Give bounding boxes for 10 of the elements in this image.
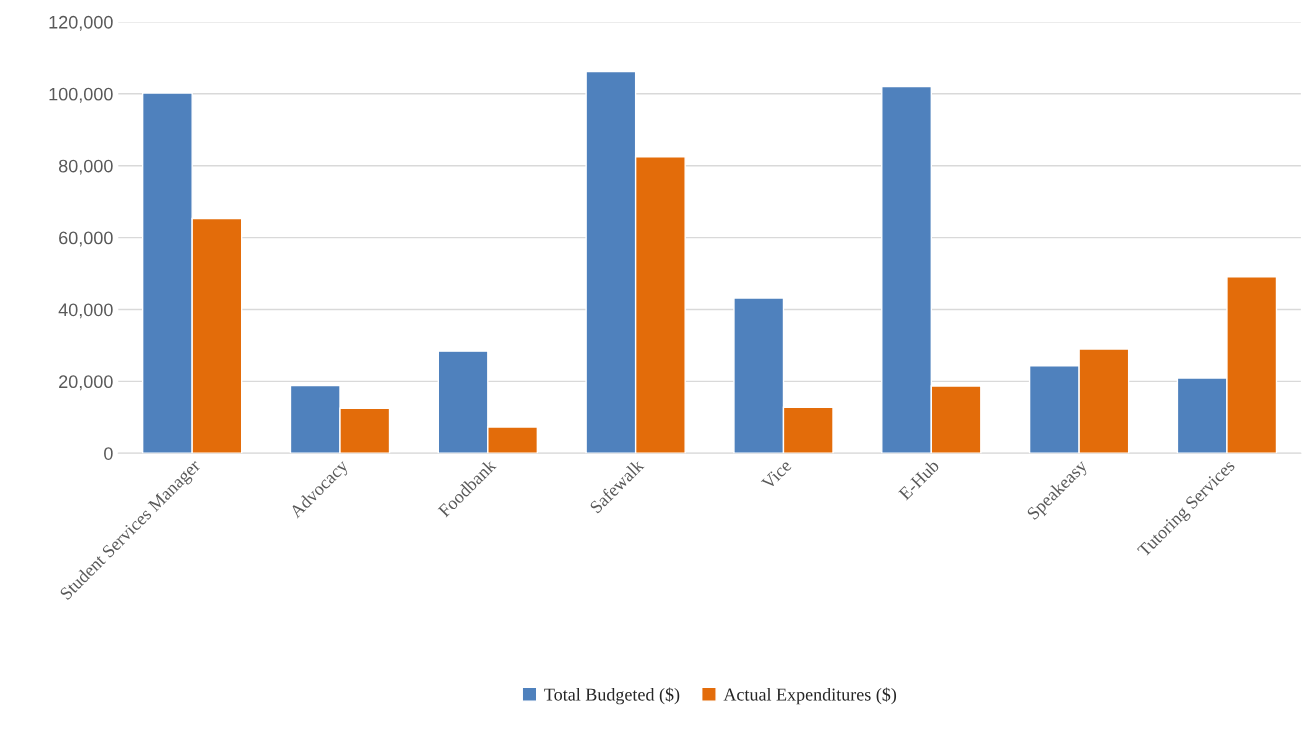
y-tick-label: 40,000: [58, 303, 113, 319]
legend-label: Actual Expenditures ($): [723, 687, 897, 705]
y-tick-label: 120,000: [49, 15, 113, 31]
y-tick-label: 80,000: [58, 159, 113, 175]
legend-label: Total Budgeted ($): [544, 687, 680, 705]
y-tick-label: 100,000: [49, 87, 113, 103]
y-tick-label: 0: [104, 447, 113, 460]
y-tick-label: 20,000: [59, 375, 113, 391]
y-tick-label: 60,000: [59, 231, 113, 247]
x-tick-label: Vice: [760, 458, 793, 491]
